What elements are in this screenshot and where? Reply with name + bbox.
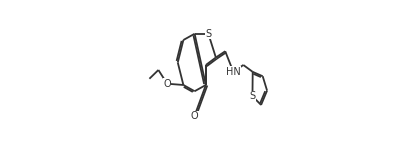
Text: O: O (163, 79, 171, 89)
Text: S: S (205, 29, 211, 39)
Text: S: S (249, 91, 256, 101)
Text: HN: HN (226, 67, 241, 77)
Text: O: O (191, 111, 198, 121)
